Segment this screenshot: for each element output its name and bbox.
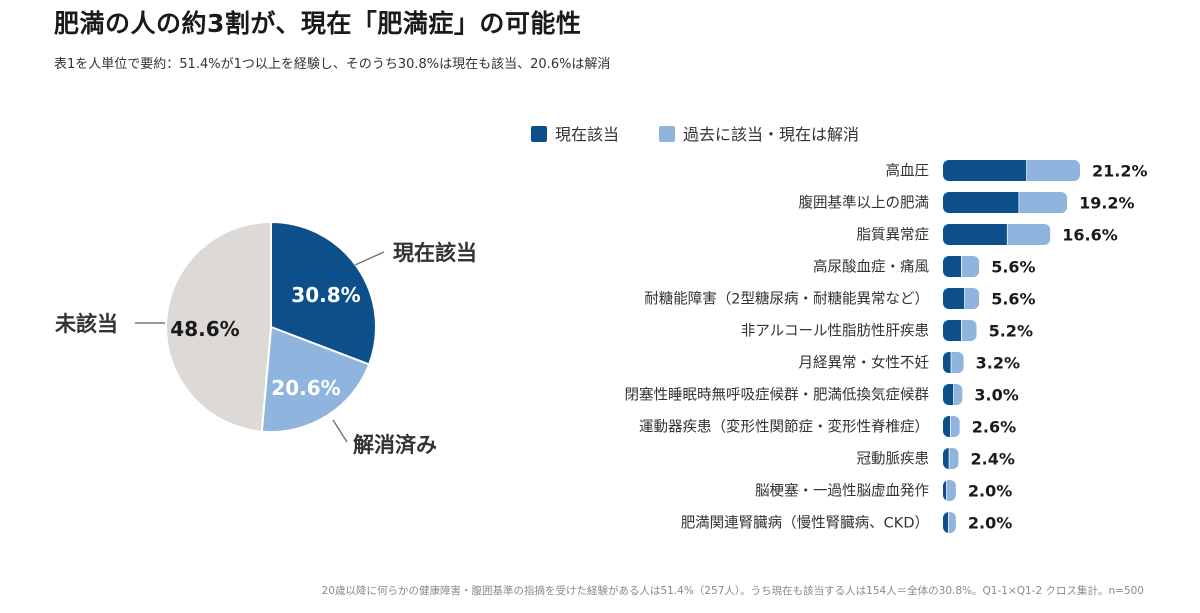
page-subtitle: 表1を人単位で要約：51.4%が1つ以上を経験し、そのうち30.8%は現在も該当… bbox=[54, 57, 611, 72]
bar-segment-current bbox=[943, 256, 962, 277]
bar-category-label: 高血圧 bbox=[886, 163, 930, 180]
bar-segment-past bbox=[1027, 160, 1080, 181]
bar-segment-past bbox=[1007, 224, 1051, 245]
bar-category-label: 閉塞性睡眠時無呼吸症候群・肥満低換気症候群 bbox=[625, 386, 930, 404]
bar-segment-current bbox=[943, 480, 947, 501]
pie-slice-label: 現在該当 bbox=[393, 241, 477, 265]
bar-total-label: 2.4% bbox=[971, 450, 1015, 469]
pie-leader-line bbox=[332, 419, 348, 443]
bar-total-label: 5.2% bbox=[989, 322, 1033, 341]
pie-slice-label: 解消済み bbox=[353, 433, 437, 457]
legend-label-past: 過去に該当・現在は解消 bbox=[683, 125, 859, 144]
bar-total-label: 2.0% bbox=[968, 482, 1012, 501]
bar-total-label: 21.2% bbox=[1092, 162, 1148, 181]
legend-label-current: 現在該当 bbox=[555, 125, 619, 144]
bar-category-label: 耐糖能障害（2型糖尿病・耐糖能異常など） bbox=[644, 290, 929, 308]
bar-category-label: 非アルコール性脂肪性肝疾患 bbox=[741, 323, 929, 340]
bar-total-label: 19.2% bbox=[1079, 194, 1135, 213]
bar-segment-past bbox=[964, 288, 980, 309]
bar-segment-current bbox=[943, 192, 1020, 213]
bar-category-label: 月経異常・女性不妊 bbox=[799, 354, 930, 372]
pie-slice-current bbox=[270, 220, 377, 366]
bar-total-label: 16.6% bbox=[1062, 226, 1118, 245]
bar-total-label: 2.6% bbox=[972, 418, 1016, 437]
bar-chart: 高血圧 21.2% 腹囲基準以上の肥満 19.2% 脂質異常症 16.6% 高尿酸血症・痛風… bbox=[625, 160, 1148, 533]
bar-legend: 現在該当 過去に該当・現在は解消 bbox=[531, 125, 859, 144]
bar-category-label: 運動器疾患（変形性関節症・変形性脊椎症） bbox=[639, 418, 929, 436]
bar-category-label: 脂質異常症 bbox=[857, 226, 930, 244]
pie-value-label: 48.6% bbox=[170, 317, 239, 341]
page-title: 肥満の人の約3割が、現在「肥満症」の可能性 bbox=[54, 9, 582, 38]
bar-segment-current bbox=[943, 224, 1008, 245]
pie-leader-line bbox=[354, 251, 385, 266]
pie-slice-past bbox=[260, 325, 371, 433]
bar-segment-current bbox=[943, 512, 949, 533]
bar-segment-past bbox=[951, 352, 964, 373]
pie-value-label: 30.8% bbox=[291, 283, 360, 307]
pie-slice-label: 未該当 bbox=[55, 312, 118, 336]
bar-segment-past bbox=[1019, 192, 1068, 213]
bar-segment-current bbox=[943, 352, 952, 373]
bar-total-label: 2.0% bbox=[968, 514, 1012, 533]
pie-value-label: 20.6% bbox=[271, 376, 340, 400]
bar-segment-past bbox=[946, 480, 956, 501]
bar-segment-current bbox=[943, 160, 1028, 181]
bar-total-label: 5.6% bbox=[991, 290, 1035, 309]
bar-segment-past bbox=[953, 384, 963, 405]
bar-segment-current bbox=[943, 448, 950, 469]
bar-segment-current bbox=[943, 416, 951, 437]
bar-category-label: 腹囲基準以上の肥満 bbox=[799, 195, 930, 212]
bar-segment-current bbox=[943, 320, 962, 341]
bar-total-label: 3.0% bbox=[974, 386, 1018, 405]
bar-category-label: 脳梗塞・一過性脳虚血発作 bbox=[755, 482, 929, 500]
pie-slice-none bbox=[165, 220, 272, 433]
bar-category-label: 高尿酸血症・痛風 bbox=[813, 259, 929, 276]
bar-segment-current bbox=[943, 384, 954, 405]
bar-segment-past bbox=[961, 320, 977, 341]
legend-swatch-current bbox=[531, 126, 547, 142]
bar-segment-past bbox=[961, 256, 980, 277]
bar-total-label: 3.2% bbox=[976, 354, 1020, 373]
bar-category-label: 肥満関連腎臓病（慢性腎臓病、CKD） bbox=[681, 515, 929, 532]
footnote: 20歳以降に何らかの健康障害・腹囲基準の指摘を受けた経験がある人は51.4%（2… bbox=[321, 585, 1144, 597]
bar-total-label: 5.6% bbox=[991, 258, 1035, 277]
bar-segment-current bbox=[943, 288, 965, 309]
bar-segment-past bbox=[949, 448, 959, 469]
bar-category-label: 冠動脈疾患 bbox=[857, 451, 930, 468]
bar-segment-past bbox=[950, 416, 960, 437]
pie-chart: 30.8% 現在該当 20.6% 解消済み 48.6% 未該当 bbox=[55, 220, 477, 457]
bar-segment-past bbox=[948, 512, 956, 533]
legend-swatch-past bbox=[659, 126, 675, 142]
